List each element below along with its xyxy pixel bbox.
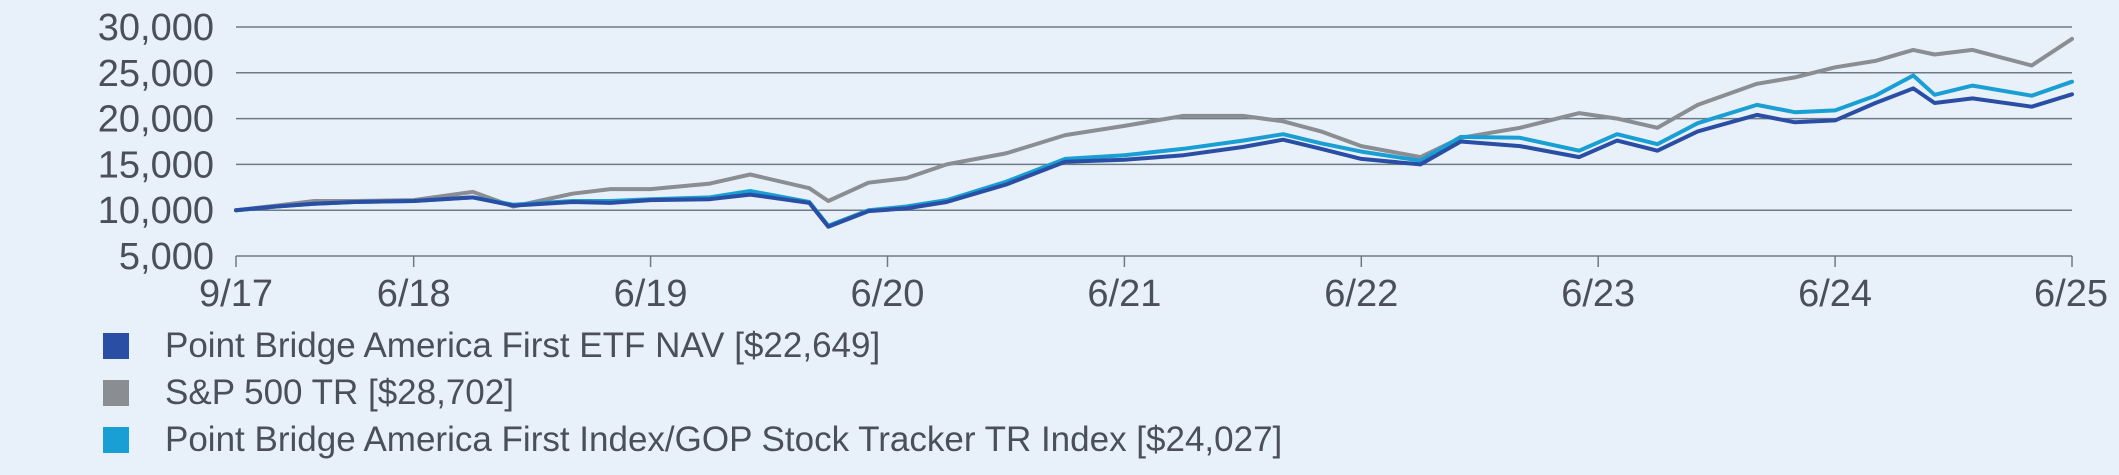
legend-label: Point Bridge America First Index/GOP Sto… [165, 419, 1283, 459]
legend-label: Point Bridge America First ETF NAV [$22,… [165, 325, 881, 365]
legend-swatch-etf-nav [103, 332, 129, 359]
chart-legend: Point Bridge America First ETF NAV [$22,… [103, 322, 1282, 463]
legend-item-sp500: S&P 500 TR [$28,702] [103, 369, 1282, 416]
chart-lines [234, 36, 2074, 229]
legend-swatch-sp500 [103, 379, 129, 406]
x-tick-label: 6/19 [614, 273, 688, 315]
y-tick-label: 30,000 [98, 7, 214, 49]
x-tick-label: 6/25 [2034, 273, 2108, 315]
y-tick-label: 5,000 [119, 236, 214, 278]
y-tick-label: 20,000 [98, 99, 214, 141]
legend-item-etf-nav: Point Bridge America First ETF NAV [$22,… [103, 322, 1282, 369]
x-tick-label: 6/22 [1324, 273, 1398, 315]
x-axis: 9/17 6/18 6/19 6/20 6/21 6/22 6/23 6/24 6/25 [199, 256, 2108, 315]
x-tick-label: 6/24 [1798, 273, 1872, 315]
y-tick-label: 25,000 [98, 53, 214, 95]
x-tick-label: 6/18 [377, 273, 451, 315]
legend-label: S&P 500 TR [$28,702] [165, 372, 514, 412]
series-line-1 [234, 36, 2074, 213]
y-tick-label: 15,000 [98, 144, 214, 186]
x-tick-label: 6/20 [850, 273, 924, 315]
y-tick-label: 10,000 [98, 190, 214, 232]
legend-item-index: Point Bridge America First Index/GOP Sto… [103, 416, 1282, 463]
x-tick-label: 6/23 [1561, 273, 1635, 315]
x-tick-label: 9/17 [199, 273, 273, 315]
chart-grid [236, 26, 2072, 257]
series-line-0 [234, 86, 2074, 229]
x-tick-label: 6/21 [1087, 273, 1161, 315]
legend-swatch-index [103, 426, 129, 453]
